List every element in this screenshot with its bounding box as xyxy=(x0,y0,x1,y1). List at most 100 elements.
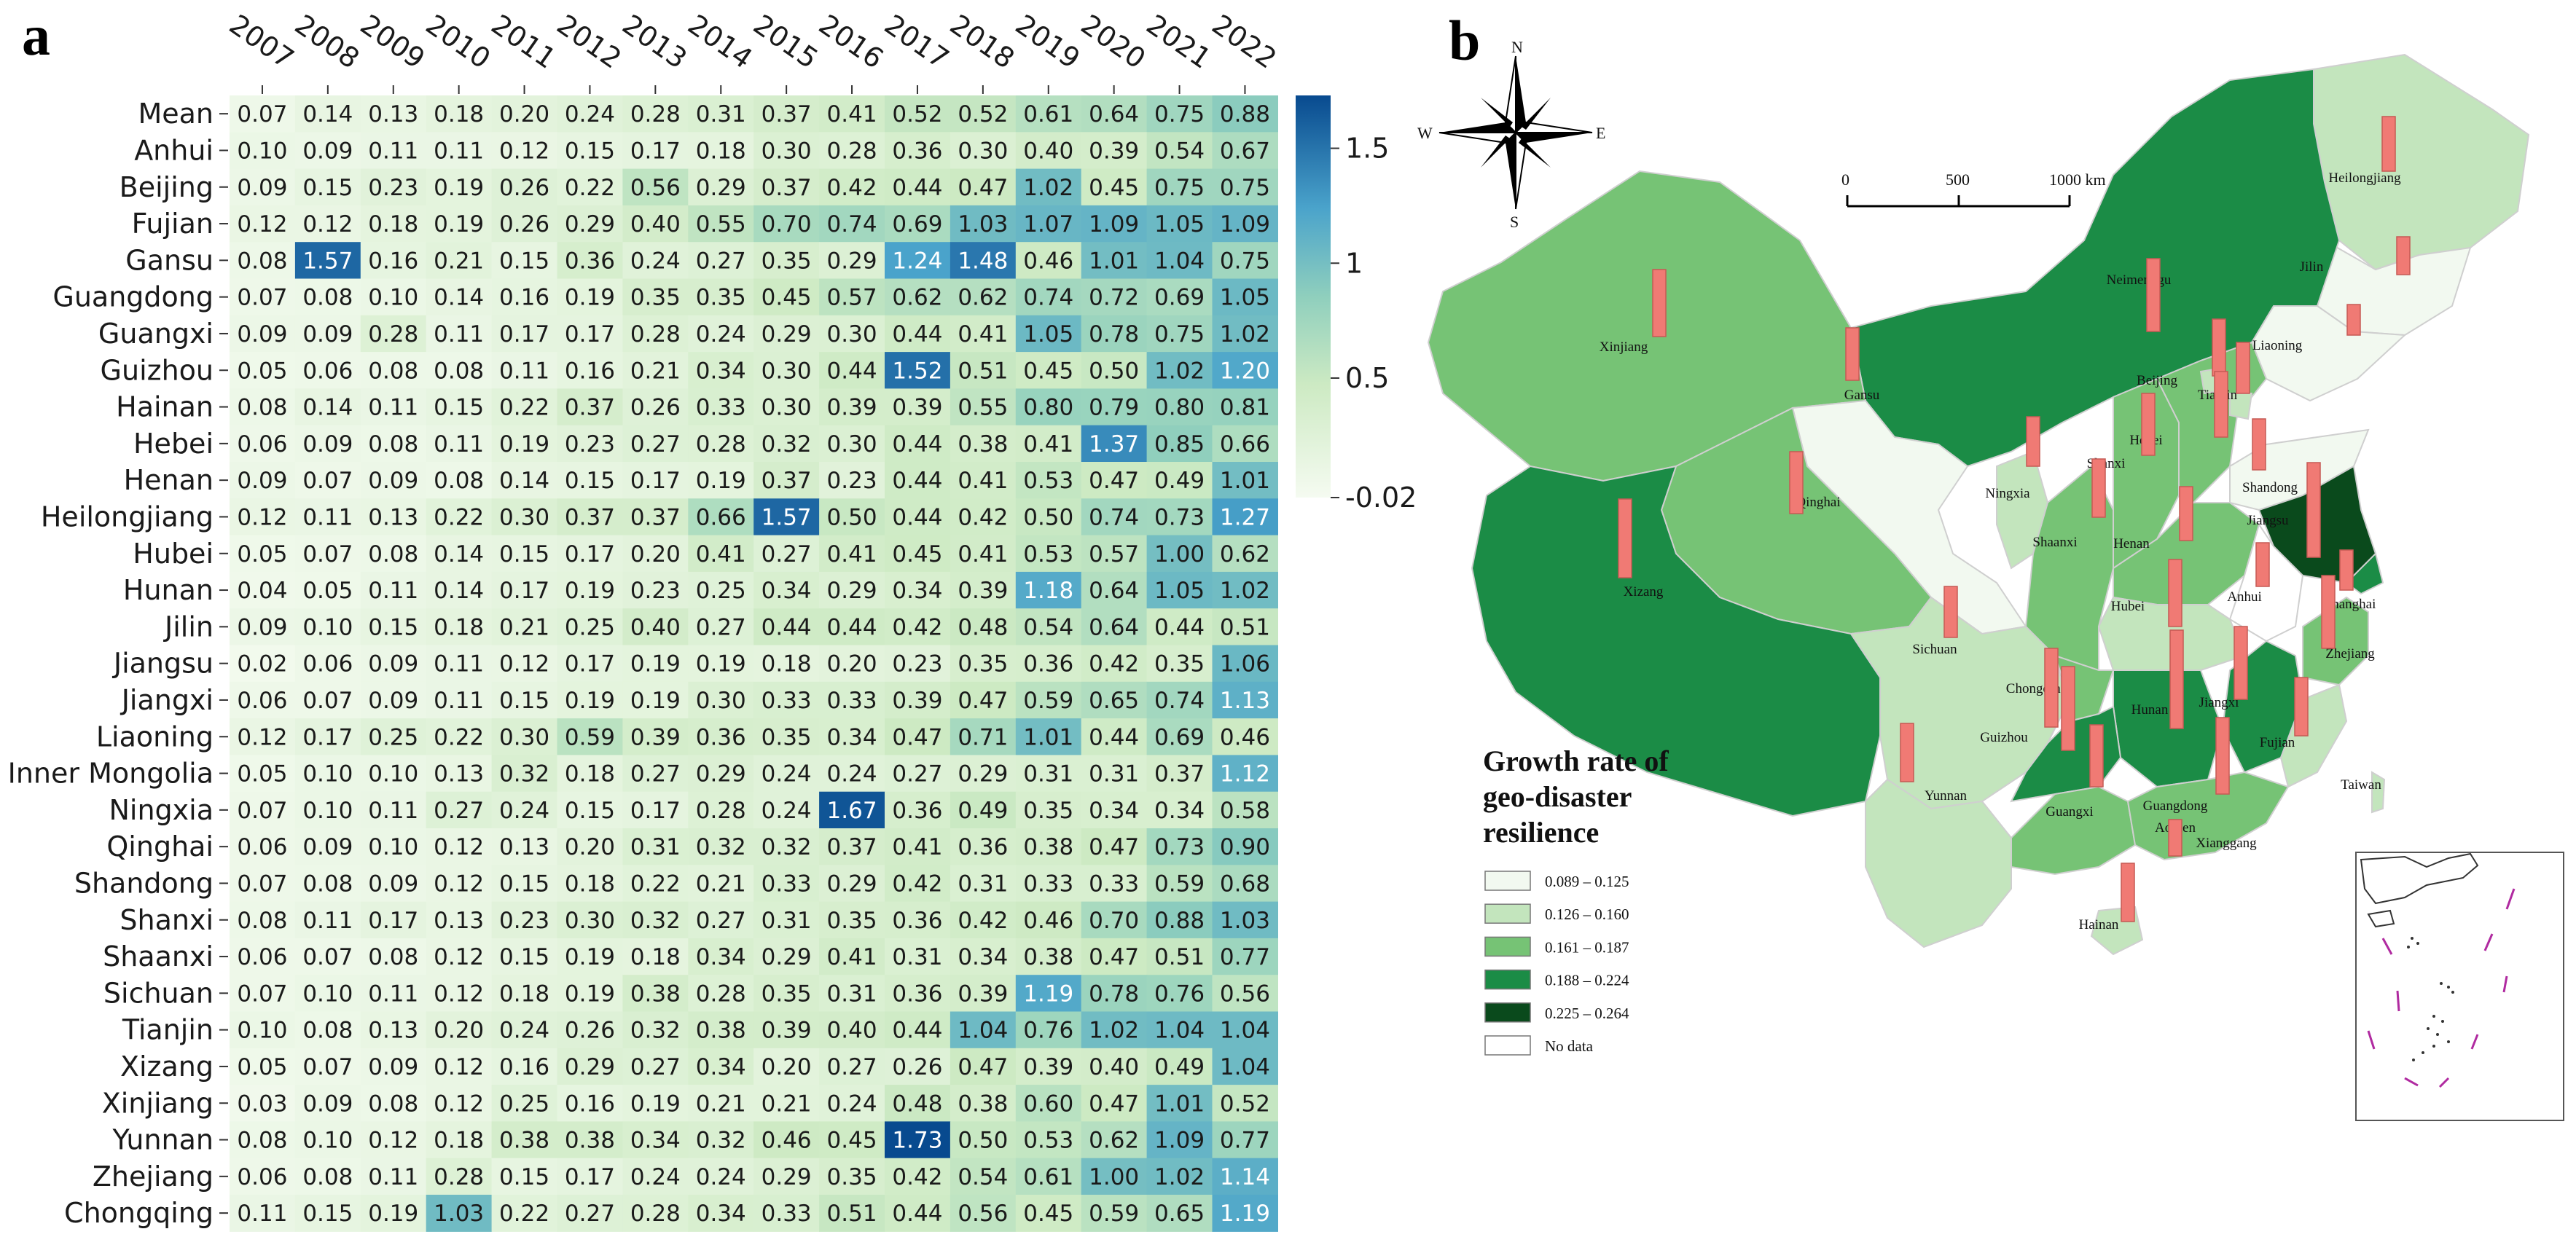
heatmap-cell xyxy=(1212,278,1278,316)
heatmap-cell-value: 0.22 xyxy=(434,724,484,750)
heatmap-cell xyxy=(491,315,558,353)
heatmap-cell-value: 0.74 xyxy=(1023,285,1073,311)
heatmap-cell-value: 0.27 xyxy=(630,1054,681,1080)
heatmap-cell-value: 0.31 xyxy=(827,981,877,1007)
heatmap-cell-value: 0.38 xyxy=(499,1128,549,1154)
heatmap-cell xyxy=(688,168,754,206)
heatmap-cell xyxy=(1081,901,1148,939)
heatmap-cell xyxy=(1081,425,1148,463)
heatmap-cell-value: 0.46 xyxy=(762,1128,812,1154)
heatmap-cell-value: 0.30 xyxy=(762,395,812,421)
heatmap-cell-value: 0.12 xyxy=(434,871,484,897)
heatmap-cell xyxy=(622,462,689,499)
province-label: Qinghai xyxy=(1796,495,1840,510)
heatmap-cell xyxy=(294,205,361,243)
heatmap-cell xyxy=(688,1085,754,1122)
heatmap-cell xyxy=(491,95,558,133)
heatmap-cell xyxy=(230,242,296,280)
heatmap-cell xyxy=(688,718,754,755)
heatmap-cell-value: 0.39 xyxy=(630,724,681,750)
heatmap-cell xyxy=(294,1011,361,1049)
heatmap-cell-value: 0.23 xyxy=(827,468,877,494)
heatmap-cell xyxy=(230,865,296,903)
heatmap-cell-value: 0.07 xyxy=(302,468,353,494)
heatmap-cell xyxy=(294,242,361,280)
heatmap-cell-value: 1.37 xyxy=(1089,431,1139,457)
heatmap-cell-value: 0.55 xyxy=(696,211,746,237)
heatmap-cell-value: 0.35 xyxy=(762,248,812,274)
heatmap-cell xyxy=(950,1121,1017,1159)
heatmap-cell xyxy=(753,132,820,170)
heatmap-cell xyxy=(1146,608,1213,646)
heatmap-cell-value: 0.21 xyxy=(696,871,746,897)
heatmap-cell-value: 0.28 xyxy=(696,431,746,457)
province-label: Taiwan xyxy=(2341,777,2381,793)
heatmap-cell-value: 0.44 xyxy=(762,614,812,640)
heatmap-cell-value: 0.18 xyxy=(565,871,615,897)
heatmap-cell-value: 0.81 xyxy=(1220,395,1270,421)
heatmap-cell xyxy=(230,645,296,683)
heatmap-cell-value: 1.05 xyxy=(1154,578,1205,604)
heatmap-cell xyxy=(1015,278,1082,316)
province-bar xyxy=(2346,304,2361,336)
heatmap-cell xyxy=(622,425,689,463)
heatmap-cell xyxy=(1212,645,1278,683)
heatmap-cell-value: 0.41 xyxy=(827,944,877,970)
heatmap-cell xyxy=(688,1121,754,1159)
heatmap-cell-value: 0.47 xyxy=(958,175,1008,201)
heatmap-cell xyxy=(557,498,623,536)
heatmap-cell xyxy=(557,425,623,463)
heatmap-cell-value: 0.10 xyxy=(368,285,418,311)
heatmap-cell-value: 0.15 xyxy=(499,1164,549,1190)
heatmap-cell xyxy=(688,755,754,793)
heatmap-cell xyxy=(1081,571,1148,609)
legend-swatch xyxy=(1484,969,1531,990)
heatmap-cell xyxy=(1146,681,1213,719)
heatmap-cell xyxy=(1081,645,1148,683)
heatmap-cell-value: 0.20 xyxy=(499,101,549,127)
heatmap-cell xyxy=(491,645,558,683)
heatmap-cell xyxy=(688,132,754,170)
heatmap-cell-value: 0.27 xyxy=(630,431,681,457)
heatmap-cell xyxy=(885,352,951,389)
heatmap-cell xyxy=(557,278,623,316)
heatmap-cell xyxy=(557,938,623,975)
heatmap-cell xyxy=(557,168,623,206)
compass-n: N xyxy=(1511,38,1523,56)
heatmap-cell-value: 0.50 xyxy=(827,504,877,530)
heatmap-row-label: Inner Mongolia xyxy=(8,758,214,790)
heatmap-cell xyxy=(622,571,689,609)
heatmap-cell-value: 1.02 xyxy=(1220,321,1270,347)
heatmap-cell xyxy=(753,828,820,865)
heatmap-cell-value: 0.19 xyxy=(434,211,484,237)
heatmap-cell xyxy=(950,608,1017,646)
heatmap-cell xyxy=(230,425,296,463)
province-bar xyxy=(2044,648,2059,728)
heatmap-row-label: Ningxia xyxy=(109,794,214,826)
heatmap-cell xyxy=(294,791,361,829)
heatmap-cell-value: 0.28 xyxy=(696,798,746,824)
heatmap-cell-value: 0.10 xyxy=(302,981,353,1007)
heatmap-column-label: 2010 xyxy=(420,8,496,75)
heatmap-cell xyxy=(688,205,754,243)
heatmap-cell-value: 0.08 xyxy=(302,1164,353,1190)
heatmap-cell-value: 0.12 xyxy=(434,944,484,970)
heatmap-row-label: Fujian xyxy=(132,208,214,240)
heatmap-cell-value: 1.01 xyxy=(1220,468,1270,494)
heatmap-cell-value: 0.13 xyxy=(434,908,484,934)
province-label: Xizang xyxy=(1624,584,1664,600)
legend-title-line1: Growth rate of xyxy=(1483,745,1669,777)
province-bar xyxy=(2381,116,2396,172)
heatmap-cell xyxy=(622,718,689,755)
province-bar xyxy=(2212,318,2226,377)
heatmap-cell xyxy=(885,95,951,133)
heatmap-cell-value: 0.17 xyxy=(499,578,549,604)
heatmap-cell xyxy=(426,901,493,939)
heatmap-cell-value: 0.12 xyxy=(434,834,484,860)
heatmap-cell xyxy=(1212,865,1278,903)
province-label: Guangdong xyxy=(2143,798,2208,814)
heatmap-cell-value: 0.09 xyxy=(368,688,418,714)
heatmap-cell-value: 1.01 xyxy=(1154,1091,1205,1117)
heatmap-cell xyxy=(360,755,427,793)
heatmap-cell-value: 0.34 xyxy=(696,358,746,384)
